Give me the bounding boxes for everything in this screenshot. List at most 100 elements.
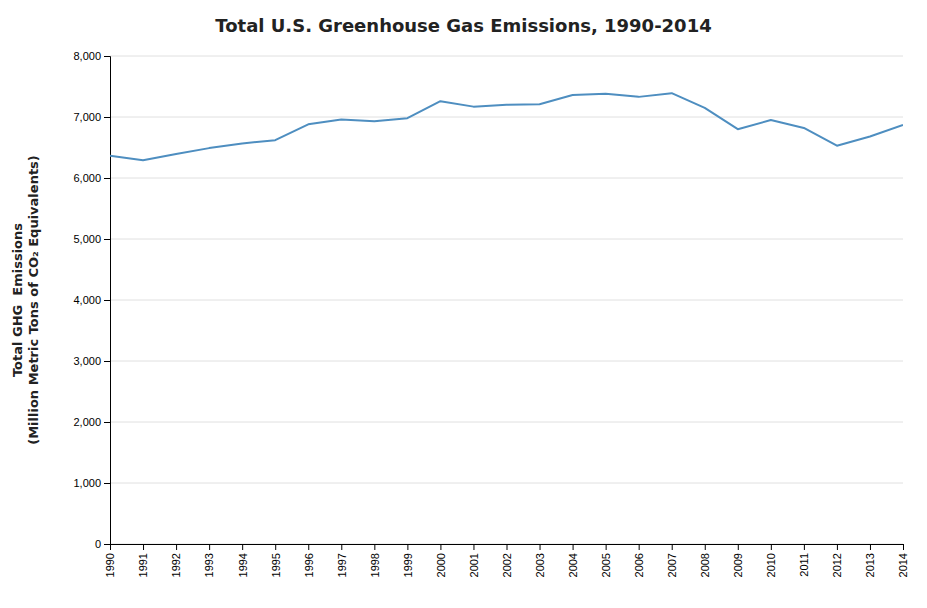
tick: 2000 (435, 544, 447, 577)
tick-label: 1990 (104, 553, 116, 577)
tick: 7,000 (73, 111, 110, 123)
tick-mark (104, 361, 110, 362)
tick: 2005 (600, 544, 612, 577)
axis-line (104, 57, 111, 545)
tick-label: 2013 (864, 553, 876, 577)
tick-label: 1994 (237, 553, 249, 577)
tick: 1995 (270, 544, 282, 577)
tick: 2014 (897, 544, 909, 577)
y-axis-label: Total GHG Emissions(Million Metric Tons … (10, 155, 41, 445)
tick-mark (341, 544, 342, 550)
tick-mark (104, 483, 110, 484)
tick: 2007 (666, 544, 678, 577)
tick-mark (573, 544, 574, 550)
tick-mark (104, 544, 110, 545)
tick-label: 8,000 (73, 50, 101, 62)
tick-mark (639, 544, 640, 550)
grid-line (110, 56, 903, 57)
tick: 1998 (369, 544, 381, 577)
grid-line (110, 178, 903, 179)
tick-label: 1992 (170, 553, 182, 577)
tick-mark (440, 544, 441, 550)
tick-label: 2002 (501, 553, 513, 577)
tick-label: 2010 (765, 553, 777, 577)
tick-mark (104, 422, 110, 423)
x-axis: 1990 1991 1992 1993 1994 1995 1996 1997 1998 1999… (104, 544, 909, 577)
tick: 2012 (831, 544, 843, 577)
tick-mark (176, 544, 177, 550)
tick: 1994 (237, 544, 249, 577)
tick-label: 1993 (203, 553, 215, 577)
tick: 8,000 (73, 50, 110, 62)
tick-label: 2006 (633, 553, 645, 577)
tick-label: 4,000 (73, 294, 101, 306)
tick-label: 1998 (369, 553, 381, 577)
tick-mark (705, 544, 706, 550)
tick-label: 1995 (270, 553, 282, 577)
tick: 1990 (104, 544, 116, 577)
tick-mark (104, 300, 110, 301)
tick-label: 2012 (831, 553, 843, 577)
tick: 5,000 (73, 233, 110, 245)
tick-mark (837, 544, 838, 550)
tick-label: 2011 (798, 553, 810, 577)
tick: 1999 (402, 544, 414, 577)
tick: 1992 (170, 544, 182, 577)
tick-label: 2007 (666, 553, 678, 577)
tick: 1996 (303, 544, 315, 577)
tick-label: 5,000 (73, 233, 101, 245)
tick: 2010 (765, 544, 777, 577)
tick-label: 1,000 (73, 477, 101, 489)
tick-label: 1996 (303, 553, 315, 577)
tick: 6,000 (73, 172, 110, 184)
marks (110, 93, 903, 160)
tick: 2004 (567, 544, 579, 577)
line (110, 93, 903, 160)
tick-label: 2004 (567, 553, 579, 577)
grid (110, 56, 903, 544)
tick-mark (870, 544, 871, 550)
tick-label: 2005 (600, 553, 612, 577)
tick-mark (275, 544, 276, 550)
tick-label: 7,000 (73, 111, 101, 123)
tick: 2008 (699, 544, 711, 577)
tick-label: 2008 (699, 553, 711, 577)
tick: 0 (95, 538, 110, 550)
tick-mark (507, 544, 508, 550)
tick: 2013 (864, 544, 876, 577)
tick-mark (606, 544, 607, 550)
tick: 1997 (336, 544, 348, 577)
tick: 2011 (798, 544, 810, 577)
tick-label: 2,000 (73, 416, 101, 428)
y-axis-label-line: (Million Metric Tons of CO₂ Equivalents) (26, 155, 41, 445)
tick: 2001 (468, 544, 480, 577)
tick-label: 2009 (732, 553, 744, 577)
title: Total U.S. Greenhouse Gas Emissions, 199… (215, 15, 711, 36)
tick-mark (308, 544, 309, 550)
tick-mark (540, 544, 541, 550)
tick-label: 0 (95, 538, 101, 550)
tick: 1,000 (73, 477, 110, 489)
y-axis-label-line: Total GHG Emissions (10, 223, 25, 377)
tick-mark (672, 544, 673, 550)
tick: 1991 (137, 544, 149, 577)
axis-line (111, 545, 904, 551)
tick-mark (903, 544, 904, 550)
tick: 2003 (534, 544, 546, 577)
tick-mark (374, 544, 375, 550)
grid-line (110, 117, 903, 118)
y-axis: 0 1,000 2,000 3,000 4,000 5,000 6,000 7,000 8,00… (73, 50, 110, 550)
tick: 3,000 (73, 355, 110, 367)
grid-line (110, 361, 903, 362)
tick-label: 6,000 (73, 172, 101, 184)
tick-label: 1997 (336, 553, 348, 577)
tick-mark (104, 117, 110, 118)
tick-label: 2014 (897, 553, 909, 577)
tick-mark (143, 544, 144, 550)
grid-line (110, 422, 903, 423)
grid-line (110, 483, 903, 484)
tick-label: 2000 (435, 553, 447, 577)
tick-mark (771, 544, 772, 550)
tick: 1993 (203, 544, 215, 577)
tick-mark (209, 544, 210, 550)
